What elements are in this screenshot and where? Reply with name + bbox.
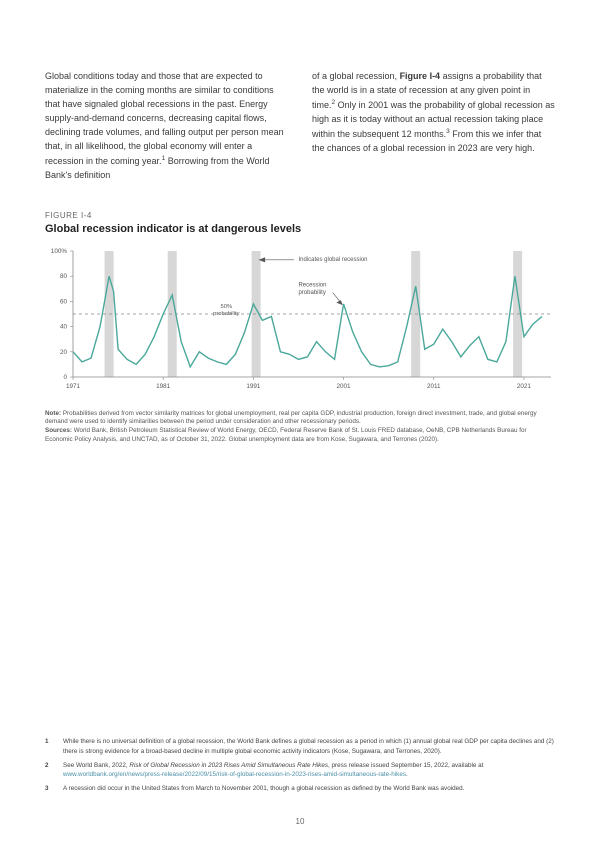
- footnote-number: 2: [45, 761, 55, 779]
- footnotes: 1 While there is no universal definition …: [45, 737, 555, 798]
- sources-label: Sources:: [45, 427, 72, 434]
- footnote-1: 1 While there is no universal definition …: [45, 737, 555, 755]
- body-text: of a global recession,: [312, 71, 400, 81]
- svg-text:2021: 2021: [517, 383, 532, 390]
- note-text: Probabilities derived from vector simila…: [45, 410, 537, 426]
- footnote-text: See World Bank, 2022, Risk of Global Rec…: [63, 761, 555, 779]
- svg-text:2011: 2011: [427, 383, 441, 390]
- svg-text:100%: 100%: [51, 248, 68, 255]
- footnote-text: While there is no universal definition o…: [63, 737, 555, 755]
- footnote-number: 1: [45, 737, 55, 755]
- svg-text:0: 0: [63, 374, 67, 381]
- svg-text:Indicates global recession: Indicates global recession: [298, 257, 367, 263]
- footnote-link[interactable]: www.worldbank.org/en/news/press-release/…: [63, 771, 406, 778]
- footnote-3: 3 A recession did occur in the United Sta…: [45, 784, 555, 793]
- sources-text: World Bank, British Petroleum Statistica…: [45, 427, 527, 443]
- svg-text:50%: 50%: [221, 304, 233, 310]
- note-label: Note:: [45, 410, 61, 417]
- footnote-2: 2 See World Bank, 2022, Risk of Global Re…: [45, 761, 555, 779]
- footnote-number: 3: [45, 784, 55, 793]
- document-page: Global conditions today and those that a…: [0, 0, 600, 848]
- svg-text:probability: probability: [213, 311, 240, 317]
- page-number: 10: [0, 817, 600, 826]
- body-text: Global conditions today and those that a…: [45, 71, 284, 166]
- svg-text:1971: 1971: [66, 383, 81, 390]
- body-column-right: of a global recession, Figure I-4 assign…: [312, 70, 555, 183]
- body-column-left: Global conditions today and those that a…: [45, 70, 288, 183]
- figure-note: Note: Probabilities derived from vector …: [45, 410, 555, 445]
- figure-ref: Figure I-4: [400, 71, 441, 81]
- figure-title: Global recession indicator is at dangero…: [45, 223, 555, 235]
- body-columns: Global conditions today and those that a…: [45, 70, 555, 183]
- svg-text:1981: 1981: [156, 383, 171, 390]
- svg-text:1991: 1991: [246, 383, 261, 390]
- svg-text:20: 20: [60, 348, 68, 355]
- svg-text:40: 40: [60, 323, 68, 330]
- svg-text:60: 60: [60, 298, 68, 305]
- svg-text:Recession: Recession: [298, 282, 326, 288]
- footnote-text: A recession did occur in the United Stat…: [63, 784, 464, 793]
- recession-chart-svg: 0 20 40 60 80 100% 1971 1981 1991 2001 2011 2021 50%…: [45, 245, 555, 395]
- svg-text:2001: 2001: [337, 383, 352, 390]
- svg-text:probability: probability: [298, 289, 325, 295]
- chart: 0 20 40 60 80 100% 1971 1981 1991 2001 2011 2021 50%…: [45, 245, 555, 400]
- svg-text:80: 80: [60, 273, 68, 280]
- figure-label: FIGURE I-4: [45, 211, 555, 220]
